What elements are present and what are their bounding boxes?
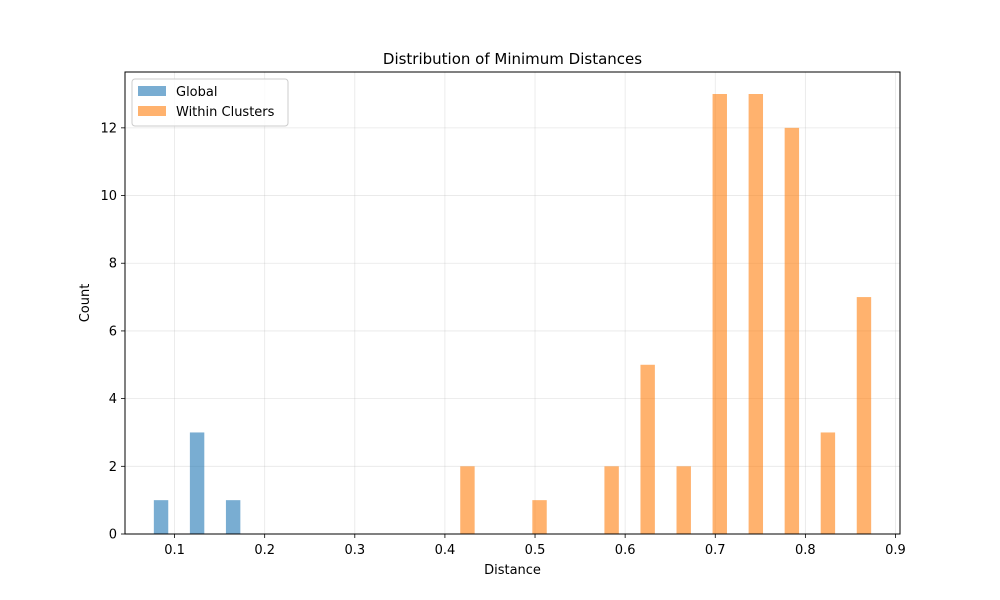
x-tick-label: 0.3: [344, 543, 365, 558]
legend-label: Global: [176, 85, 217, 100]
chart-title: Distribution of Minimum Distances: [383, 50, 642, 68]
legend-label: Within Clusters: [176, 105, 275, 120]
bar-within-clusters: [604, 466, 619, 534]
bars: [153, 94, 872, 534]
legend-swatch: [138, 106, 166, 116]
bar-global: [153, 500, 169, 534]
bar-within-clusters: [640, 364, 655, 534]
bar-within-clusters: [676, 466, 691, 534]
bar-within-clusters: [856, 297, 872, 534]
bar-within-clusters: [820, 432, 836, 534]
legend: Global Within Clusters: [131, 78, 289, 127]
bar-within-clusters: [460, 466, 475, 534]
y-tick-label: 4: [109, 392, 117, 407]
bar-global: [225, 500, 241, 534]
y-tick-label: 0: [109, 528, 117, 543]
grid: [125, 72, 900, 535]
ticks: 0.1 0.2 0.3 0.4 0.5 0.6 0.7 0.8 0.9 0 2 4 6 8 10 12: [100, 121, 905, 558]
bar-global: [189, 432, 205, 534]
bar-within-clusters: [748, 94, 764, 534]
x-tick-label: 0.7: [705, 543, 726, 558]
y-tick-label: 8: [109, 257, 117, 272]
x-tick-label: 0.9: [885, 543, 906, 558]
x-tick-label: 0.1: [164, 543, 185, 558]
x-tick-label: 0.6: [615, 543, 636, 558]
bar-within-clusters: [532, 500, 547, 534]
x-tick-label: 0.4: [435, 543, 456, 558]
y-axis-label: Count: [78, 284, 93, 323]
legend-swatch: [138, 86, 166, 96]
plot-frame: [124, 71, 901, 535]
x-axis-label: Distance: [484, 563, 541, 578]
y-tick-label: 6: [109, 324, 117, 339]
y-tick-label: 2: [109, 460, 117, 475]
legend-box: [131, 78, 289, 127]
x-tick-label: 0.2: [254, 543, 275, 558]
bar-within-clusters: [712, 94, 727, 534]
y-tick-label: 10: [100, 189, 117, 204]
y-tick-label: 12: [100, 121, 117, 136]
x-tick-label: 0.5: [525, 543, 546, 558]
x-tick-label: 0.8: [795, 543, 816, 558]
bar-within-clusters: [784, 127, 800, 534]
